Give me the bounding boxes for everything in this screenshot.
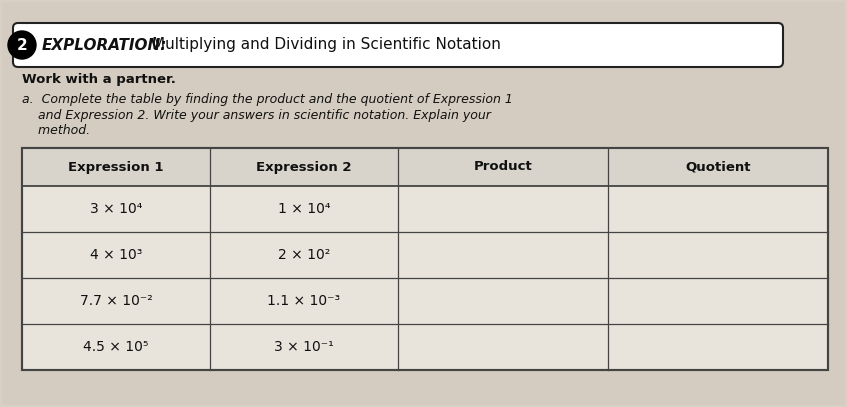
Text: Expression 2: Expression 2 — [257, 160, 352, 173]
Bar — [22, 148, 828, 186]
Text: 1 × 10⁴: 1 × 10⁴ — [278, 202, 330, 216]
Text: 2: 2 — [17, 37, 27, 53]
Text: Expression 1: Expression 1 — [69, 160, 163, 173]
Text: and Expression 2. Write your answers in scientific notation. Explain your: and Expression 2. Write your answers in … — [22, 109, 491, 122]
Text: Quotient: Quotient — [685, 160, 750, 173]
Text: Multiplying and Dividing in Scientific Notation: Multiplying and Dividing in Scientific N… — [152, 37, 501, 53]
Text: 1.1 × 10⁻³: 1.1 × 10⁻³ — [268, 294, 340, 308]
Text: method.: method. — [22, 123, 90, 136]
Text: EXPLORATION:: EXPLORATION: — [42, 37, 168, 53]
Bar — [22, 148, 828, 370]
Text: Product: Product — [473, 160, 533, 173]
Text: 4.5 × 10⁵: 4.5 × 10⁵ — [83, 340, 149, 354]
Text: 3 × 10⁴: 3 × 10⁴ — [90, 202, 142, 216]
Circle shape — [8, 31, 36, 59]
Text: 2 × 10²: 2 × 10² — [278, 248, 330, 262]
Text: Work with a partner.: Work with a partner. — [22, 74, 176, 87]
Bar — [22, 148, 828, 370]
Text: a.  Complete the table by finding the product and the quotient of Expression 1: a. Complete the table by finding the pro… — [22, 94, 513, 107]
Text: 3 × 10⁻¹: 3 × 10⁻¹ — [274, 340, 334, 354]
Text: 4 × 10³: 4 × 10³ — [90, 248, 142, 262]
FancyBboxPatch shape — [13, 23, 783, 67]
Text: 7.7 × 10⁻²: 7.7 × 10⁻² — [80, 294, 152, 308]
